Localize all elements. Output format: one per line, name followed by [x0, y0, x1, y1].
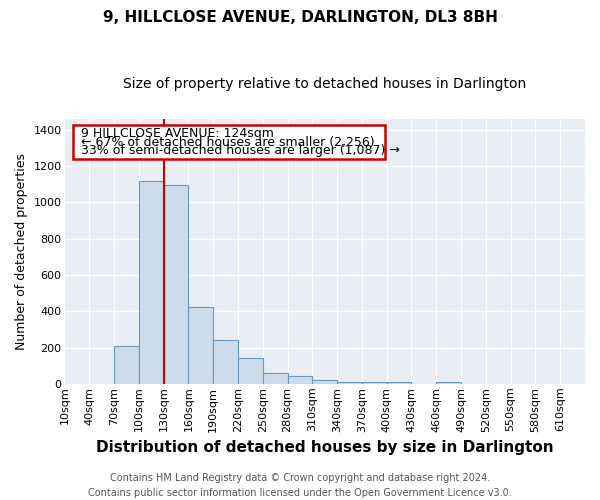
FancyBboxPatch shape	[73, 126, 385, 159]
Bar	[238, 358, 263, 384]
Text: Contains HM Land Registry data © Crown copyright and database right 2024.
Contai: Contains HM Land Registry data © Crown c…	[88, 472, 512, 498]
Text: ← 67% of detached houses are smaller (2,256): ← 67% of detached houses are smaller (2,…	[81, 136, 374, 148]
Y-axis label: Number of detached properties: Number of detached properties	[15, 153, 28, 350]
Bar	[263, 374, 287, 384]
Bar	[188, 307, 213, 384]
Text: 33% of semi-detached houses are larger (1,087) →: 33% of semi-detached houses are larger (…	[81, 144, 400, 157]
X-axis label: Distribution of detached houses by size in Darlington: Distribution of detached houses by size …	[96, 440, 554, 455]
Title: Size of property relative to detached houses in Darlington: Size of property relative to detached ho…	[123, 78, 526, 92]
Bar	[139, 180, 164, 384]
Text: 9, HILLCLOSE AVENUE, DARLINGTON, DL3 8BH: 9, HILLCLOSE AVENUE, DARLINGTON, DL3 8BH	[103, 10, 497, 25]
Text: 9 HILLCLOSE AVENUE: 124sqm: 9 HILLCLOSE AVENUE: 124sqm	[81, 128, 274, 140]
Bar	[337, 382, 362, 384]
Bar	[313, 380, 337, 384]
Bar	[213, 340, 238, 384]
Bar	[362, 382, 386, 384]
Bar	[386, 382, 412, 384]
Bar	[287, 376, 313, 384]
Bar	[164, 186, 188, 384]
Bar	[436, 382, 461, 384]
Bar	[114, 346, 139, 384]
